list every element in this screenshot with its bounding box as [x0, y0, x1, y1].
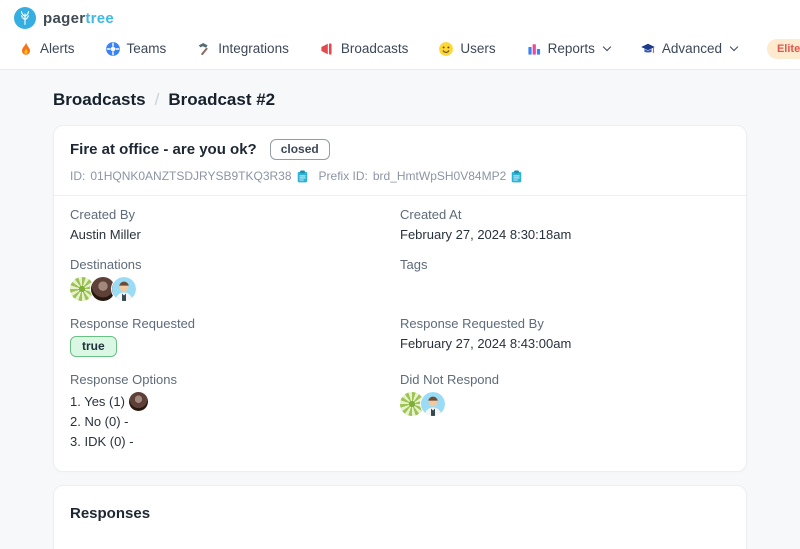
field-tags: Tags	[400, 257, 730, 301]
responder-avatar-photo[interactable]	[128, 392, 148, 411]
nav-label: Alerts	[40, 41, 75, 56]
id-value: 01HQNK0ANZTSDJRYSB9TKQ3R38	[90, 169, 292, 183]
nav-label: Broadcasts	[340, 41, 409, 56]
pagertree-logo-icon	[14, 7, 36, 29]
response-option-idk: 3. IDK (0) -	[70, 434, 134, 449]
destination-avatar-identicon[interactable]	[70, 277, 94, 301]
nav-label: Teams	[126, 41, 167, 56]
field-response-requested: Response Requested true	[70, 316, 400, 357]
breadcrumb-broadcasts[interactable]: Broadcasts	[53, 90, 146, 109]
chevron-down-icon	[729, 42, 739, 52]
broadcast-detail-card: Fire at office - are you ok? closed ID: …	[53, 125, 747, 472]
destination-avatar-photo[interactable]	[91, 277, 115, 301]
copy-clipboard-icon[interactable]	[511, 169, 522, 183]
prefix-id-label: Prefix ID:	[318, 169, 368, 183]
nav-label: Integrations	[218, 41, 289, 56]
field-created-at: Created At February 27, 2024 8:30:18am	[400, 207, 730, 242]
field-value: Austin Miller	[70, 227, 141, 242]
field-label: Response Requested	[70, 316, 196, 331]
field-response-options: Response Options 1. Yes (1) 2. No (0) - …	[70, 372, 400, 453]
prefix-id-value: brd_HmtWpSH0V84MP2	[372, 169, 507, 183]
field-value: February 27, 2024 8:43:00am	[400, 336, 572, 351]
nav-item-users[interactable]: Users	[438, 41, 496, 57]
brand-name: pagertree	[43, 9, 115, 27]
hammer-icon	[199, 42, 208, 55]
nav-item-reports[interactable]: Reports	[526, 41, 612, 57]
id-label: ID:	[70, 169, 86, 183]
field-created-by: Created By Austin Miller	[70, 207, 400, 242]
field-label: Response Options	[70, 372, 177, 387]
breadcrumb-current: Broadcast #2	[168, 90, 276, 109]
navbar: pagertree Alerts Teams	[0, 0, 800, 70]
divider	[54, 195, 746, 196]
bar-chart-icon	[528, 43, 540, 55]
broadcast-title: Fire at office - are you ok?	[70, 141, 257, 158]
response-option-no: 2. No (0) -	[70, 414, 129, 429]
card-body: Created By Austin Miller Created At Febr…	[54, 196, 746, 471]
brand[interactable]: pagertree	[12, 5, 786, 32]
card-header: Fire at office - are you ok? closed ID: …	[54, 126, 746, 195]
destination-avatar-person[interactable]	[112, 277, 136, 301]
nav-item-integrations[interactable]: Integrations	[196, 41, 289, 57]
main-nav: Alerts Teams Integrations	[12, 32, 800, 62]
did-not-respond-avatar-person[interactable]	[421, 392, 445, 416]
field-label: Created At	[400, 207, 462, 222]
breadcrumb-separator: /	[154, 90, 160, 109]
nav-item-teams[interactable]: Teams	[105, 41, 167, 57]
chevron-down-icon	[602, 42, 612, 52]
nav-item-broadcasts[interactable]: Broadcasts	[319, 41, 409, 57]
smiley-icon	[439, 41, 454, 56]
nav-item-advanced[interactable]: Advanced	[640, 41, 739, 57]
breadcrumb: Broadcasts / Broadcast #2	[53, 90, 800, 110]
response-requested-badge: true	[70, 336, 117, 357]
plan-badge[interactable]: Elite: trialing	[766, 38, 800, 59]
response-option-yes: 1. Yes (1)	[70, 392, 400, 411]
status-badge: closed	[269, 139, 330, 160]
nav-item-alerts[interactable]: Alerts	[18, 41, 75, 57]
field-label: Tags	[400, 257, 428, 272]
nav-label: Users	[460, 41, 496, 56]
nav-right: Elite: trialing ? P	[766, 35, 800, 62]
id-row: ID: 01HQNK0ANZTSDJRYSB9TKQ3R38 Prefix ID…	[70, 169, 730, 183]
megaphone-icon	[321, 42, 332, 55]
field-label: Did Not Respond	[400, 372, 499, 387]
field-destinations: Destinations	[70, 257, 400, 301]
responses-card: Responses	[53, 485, 747, 549]
wheel-icon	[105, 41, 120, 56]
graduation-cap-icon	[641, 43, 655, 53]
field-label: Response Requested By	[400, 316, 544, 331]
responses-title: Responses	[70, 505, 151, 522]
nav-label: Advanced	[661, 41, 722, 56]
field-label: Created By	[70, 207, 136, 222]
flame-icon	[22, 41, 30, 55]
nav-label: Reports	[547, 41, 595, 56]
field-did-not-respond: Did Not Respond	[400, 372, 730, 453]
field-value: February 27, 2024 8:30:18am	[400, 227, 572, 242]
field-label: Destinations	[70, 257, 142, 272]
copy-clipboard-icon[interactable]	[297, 169, 308, 183]
did-not-respond-avatar-identicon[interactable]	[400, 392, 424, 416]
field-response-requested-by: Response Requested By February 27, 2024 …	[400, 316, 730, 357]
